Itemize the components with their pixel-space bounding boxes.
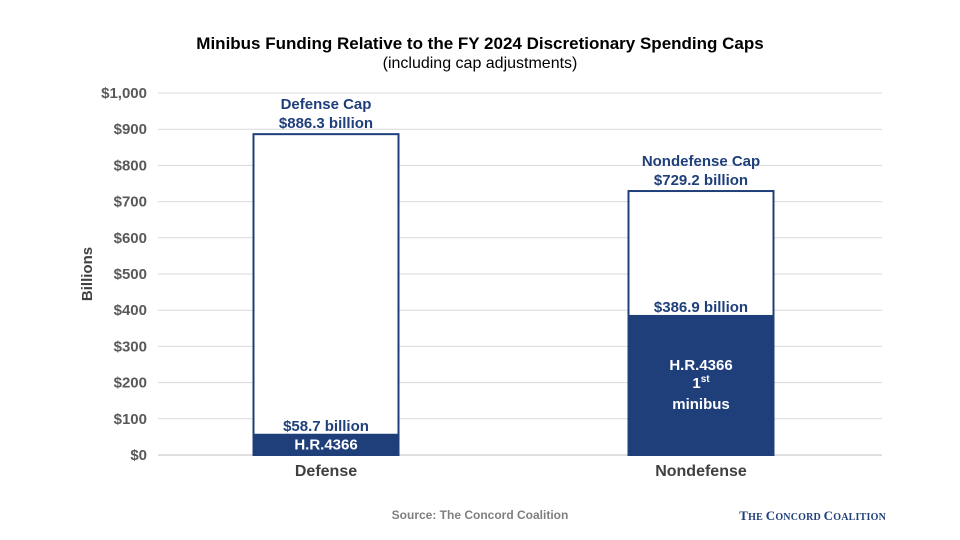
y-tick-label: $600	[114, 230, 147, 247]
y-tick-label: $700	[114, 194, 147, 211]
source-note: Source: The Concord Coalition	[391, 508, 569, 522]
y-tick-label: $900	[114, 121, 147, 138]
y-tick-label: $500	[114, 266, 147, 283]
y-tick-label: $1,000	[101, 85, 147, 102]
funding-bar-defense	[253, 433, 399, 455]
x-category-label: Nondefense	[655, 463, 747, 480]
y-tick-label: $0	[130, 447, 147, 464]
nondefense-minibus-number: 1st	[692, 374, 710, 392]
defense-bill-label: H.R.4366	[294, 436, 357, 453]
cap-value-label: $729.2 billion	[654, 172, 748, 189]
y-tick-label: $400	[114, 302, 147, 319]
funding-value-label: $58.7 billion	[283, 418, 369, 435]
funding-bar-nondefense	[628, 314, 774, 455]
nondefense-minibus-label: minibus	[672, 396, 730, 413]
y-tick-label: $300	[114, 338, 147, 355]
bars	[252, 133, 775, 456]
x-category-label: Defense	[295, 463, 357, 480]
y-tick-labels: $0 $100 $200 $300 $400 $500 $600 $700 $800 $900 $1…	[101, 85, 147, 464]
y-tick-label: $800	[114, 157, 147, 174]
category-labels: Defense Nondefense	[295, 463, 747, 480]
nondefense-bill-label: H.R.4366	[669, 357, 732, 374]
cap-bar-defense	[252, 133, 400, 456]
bar-annotations: Defense Cap $886.3 billion $58.7 billion No…	[279, 96, 760, 453]
cap-value-label: $886.3 billion	[279, 115, 373, 132]
chart-subtitle: (including cap adjustments)	[382, 55, 578, 72]
cap-label: Defense Cap	[281, 96, 372, 113]
funding-value-label: $386.9 billion	[654, 299, 748, 316]
concord-coalition-logo: THE CONCORD COALITION	[739, 508, 886, 523]
cap-label: Nondefense Cap	[642, 153, 760, 170]
y-axis-label: Billions	[79, 247, 96, 301]
y-tick-label: $100	[114, 411, 147, 428]
chart-title: Minibus Funding Relative to the FY 2024 …	[196, 34, 764, 53]
y-tick-label: $200	[114, 375, 147, 392]
